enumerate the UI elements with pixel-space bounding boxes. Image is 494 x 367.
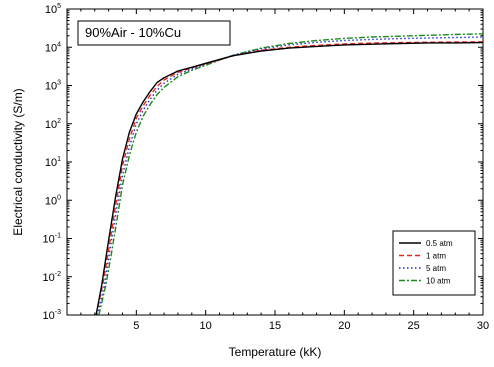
y-tick-label: 105: [45, 3, 61, 16]
x-tick-label: 30: [477, 320, 489, 332]
axis-ticks: 5 10 15 20 25 30 10-3 10-2 10-1 100 101 102 103 104 10…: [43, 3, 490, 332]
y-tick-label: 10-3: [43, 309, 62, 322]
x-tick-label: 20: [338, 320, 350, 332]
y-tick-label: 10-2: [43, 271, 62, 284]
x-tick-label: 10: [200, 320, 212, 332]
legend: 0.5 atm 1 atm 5 atm 10 atm: [392, 230, 476, 296]
legend-label: 1 atm: [426, 252, 446, 261]
x-tick-label: 15: [269, 320, 281, 332]
y-tick-label: 102: [45, 118, 61, 131]
series-line-5-atm: [96, 36, 483, 315]
x-tick-label: 5: [133, 320, 139, 332]
series-line-0-5-atm: [95, 41, 483, 315]
series-line-10-atm: [98, 33, 483, 315]
y-tick-label: 101: [45, 156, 61, 169]
legend-label: 5 atm: [426, 264, 446, 273]
series-layer: [95, 33, 483, 315]
annotation-label: 90%Air - 10%Cu: [85, 25, 181, 40]
legend-label: 0.5 atm: [426, 239, 453, 248]
y-tick-label: 10-1: [43, 233, 62, 246]
legend-label: 10 atm: [426, 277, 451, 286]
y-tick-label: 103: [45, 80, 61, 93]
y-axis-label: Electrical conductivity (S/m): [11, 88, 25, 235]
x-tick-label: 25: [408, 320, 420, 332]
x-axis-label: Temperature (kK): [229, 345, 322, 359]
annotation-box: 90%Air - 10%Cu: [77, 20, 231, 46]
y-tick-label: 104: [45, 41, 61, 54]
y-tick-label: 100: [45, 194, 61, 207]
